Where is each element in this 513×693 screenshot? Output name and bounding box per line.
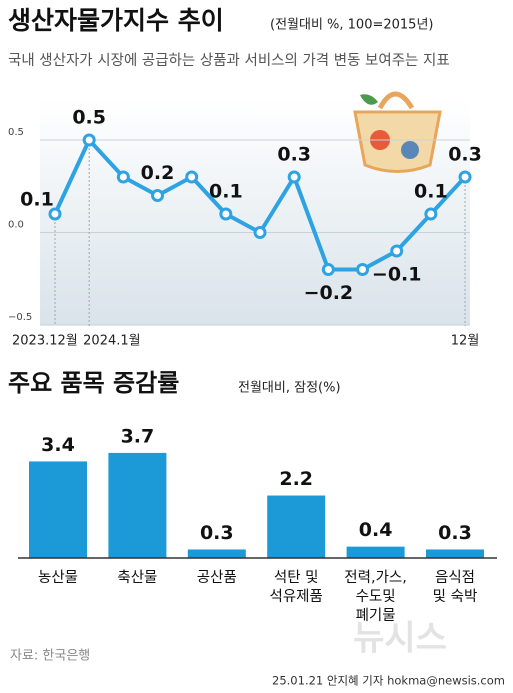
data-label: 0.1 [414, 181, 448, 203]
data-point [458, 170, 472, 184]
data-label: 0.1 [209, 181, 243, 203]
data-point [185, 170, 199, 184]
data-label: 0.2 [141, 162, 175, 184]
x-tick-label: 음식점 및 숙박 [433, 569, 478, 605]
data-point [390, 244, 404, 258]
data-label: 0.4 [359, 519, 393, 541]
data-point [253, 226, 267, 239]
data-point [116, 170, 130, 184]
chart-subtitle: 전월대비, 잠정(%) [238, 381, 341, 396]
chart-title: 주요 품목 증감률 [8, 369, 179, 397]
chart-subtitle: (전월대비 %, 100=2015년) [270, 18, 433, 33]
bar [267, 495, 326, 558]
data-label: 0.3 [277, 144, 311, 166]
bar [108, 452, 167, 558]
data-point [321, 263, 335, 276]
y-tick-label: 0.5 [8, 127, 24, 138]
chart-description: 국내 생산자가 시장에 공급하는 상품과 서비스의 가격 변동 보여주는 지표 [8, 52, 450, 69]
data-label: 0.5 [72, 107, 106, 129]
watermark: 뉴시스 [353, 619, 447, 659]
data-label: 0.3 [200, 522, 234, 544]
x-tick-label: 축산물 [117, 569, 157, 586]
bar [29, 461, 87, 558]
data-point [219, 207, 233, 221]
data-label: 3.7 [121, 425, 155, 447]
basket-icon [353, 91, 442, 173]
data-point [356, 263, 370, 276]
data-point [424, 207, 438, 221]
chart-title: 생산자물가지수 추이 [8, 6, 224, 35]
data-point [48, 207, 62, 221]
data-point [151, 189, 165, 202]
data-label: 0.1 [20, 189, 54, 211]
data-label: 0.3 [448, 144, 482, 166]
bar [426, 549, 484, 558]
data-label: 3.4 [41, 434, 75, 456]
data-label: −0.2 [304, 282, 354, 304]
x-tick-label: 석탄 및 석유제품 [270, 569, 323, 605]
y-tick-label: 0.0 [8, 220, 24, 231]
source: 자료: 한국은행 [10, 648, 90, 664]
x-tick-label: 전력,가스, 수도및 폐기물 [344, 569, 407, 624]
data-point [287, 170, 301, 184]
x-tick-label: 2023.12월 [12, 334, 78, 349]
data-label: −0.1 [372, 264, 422, 286]
bar [346, 546, 405, 558]
credit: 25.01.21 안지혜 기자 hokma@newsis.com [272, 674, 505, 688]
data-label: 0.3 [438, 522, 472, 544]
bar [187, 549, 246, 558]
x-tick-label: 12월 [451, 334, 480, 349]
data-label: 2.2 [279, 468, 313, 490]
x-tick-label: 공산품 [197, 569, 237, 586]
y-tick-label: −0.5 [8, 312, 32, 323]
data-point [82, 133, 96, 147]
x-tick-label: 농산물 [38, 569, 78, 586]
x-tick-label: 2024.1월 [83, 334, 140, 349]
